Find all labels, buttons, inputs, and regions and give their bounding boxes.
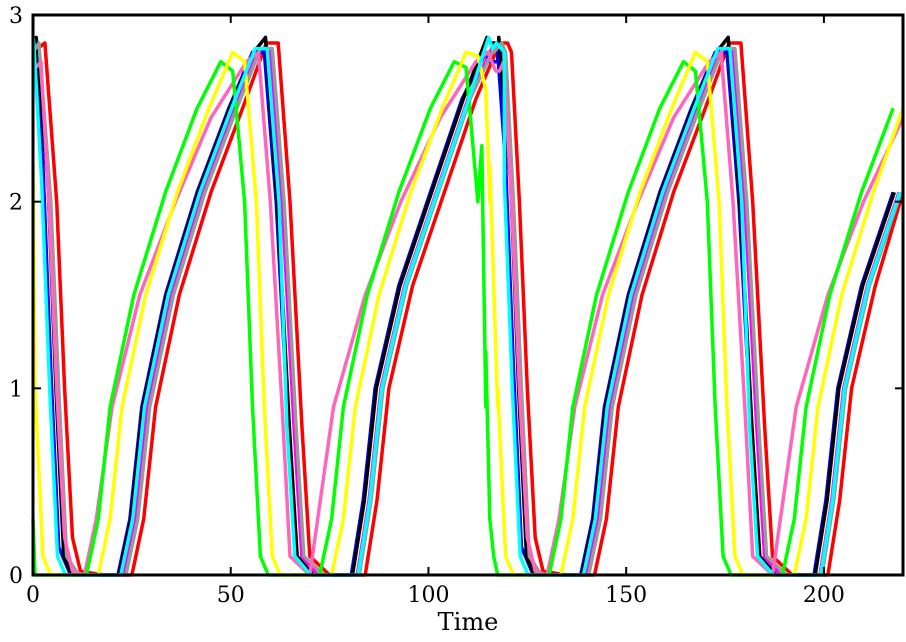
y-tick-label: 3 [9,4,23,29]
y-tick-label: 2 [9,191,23,216]
y-tick-label: 0 [9,564,23,589]
x-tick-label: 50 [217,583,245,608]
y-tick-label: 1 [9,377,23,402]
x-tick-label: 200 [803,583,845,608]
series-line-7 [31,59,895,577]
series-layer [31,35,905,577]
x-tick-label: 0 [26,583,40,608]
x-axis-label: Time [438,608,499,636]
plot-frame [31,13,905,577]
series-line-2 [31,41,901,577]
x-tick-label: 150 [605,583,647,608]
tick-layer: 0 50 100 150 200 0 1 2 3 [9,4,903,608]
series-line-9 [31,35,902,577]
series-line-8 [31,50,905,577]
x-tick-label: 100 [407,583,449,608]
series-line-6 [31,50,905,577]
